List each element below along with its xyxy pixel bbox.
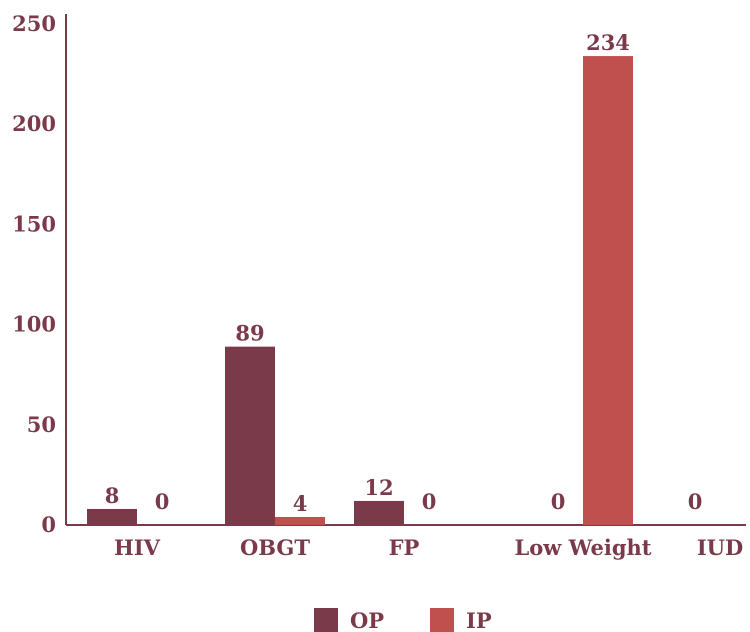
y-tick-label: 200 bbox=[12, 111, 56, 136]
data-label-ip: 234 bbox=[586, 30, 630, 55]
data-labels: 8 0 89 4 12 0 0 234 0 bbox=[105, 30, 703, 516]
y-tick-label: 100 bbox=[12, 312, 56, 337]
legend-swatch bbox=[314, 608, 338, 632]
legend-label: OP bbox=[350, 608, 384, 632]
data-label-ip: 0 bbox=[155, 489, 170, 514]
y-axis-ticks: 0 50 100 150 200 250 bbox=[12, 11, 56, 537]
data-label-ip: 4 bbox=[293, 491, 308, 516]
legend-item-ip: IP bbox=[430, 608, 492, 632]
data-label-op: 0 bbox=[551, 489, 566, 514]
bars bbox=[87, 56, 633, 526]
data-label-ip: 0 bbox=[422, 489, 437, 514]
legend-item-op: OP bbox=[314, 608, 384, 632]
x-axis-categories: HIV OBGT FP Low Weight IUD bbox=[114, 535, 743, 560]
x-category-label: Low Weight bbox=[514, 535, 651, 560]
y-tick-label: 0 bbox=[41, 512, 56, 537]
x-category-label: HIV bbox=[114, 535, 161, 560]
y-tick-label: 50 bbox=[27, 412, 56, 437]
x-category-label: IUD bbox=[697, 535, 743, 560]
bar-op-obgt bbox=[225, 346, 275, 525]
bar-op-hiv bbox=[87, 508, 137, 525]
data-label-op: 8 bbox=[105, 483, 120, 508]
bar-op-fp bbox=[354, 500, 404, 525]
data-label-op: 0 bbox=[688, 489, 703, 514]
data-label-op: 89 bbox=[235, 321, 264, 346]
bar-ip-obgt bbox=[275, 516, 325, 525]
y-tick-label: 150 bbox=[12, 211, 56, 236]
y-tick-label: 250 bbox=[12, 11, 56, 36]
x-category-label: OBGT bbox=[240, 535, 310, 560]
x-category-label: FP bbox=[389, 535, 420, 560]
bar-ip-low-weight bbox=[583, 56, 633, 526]
legend-label: IP bbox=[466, 608, 492, 632]
legend: OP IP bbox=[314, 608, 492, 632]
legend-swatch bbox=[430, 608, 454, 632]
data-label-op: 12 bbox=[364, 475, 393, 500]
